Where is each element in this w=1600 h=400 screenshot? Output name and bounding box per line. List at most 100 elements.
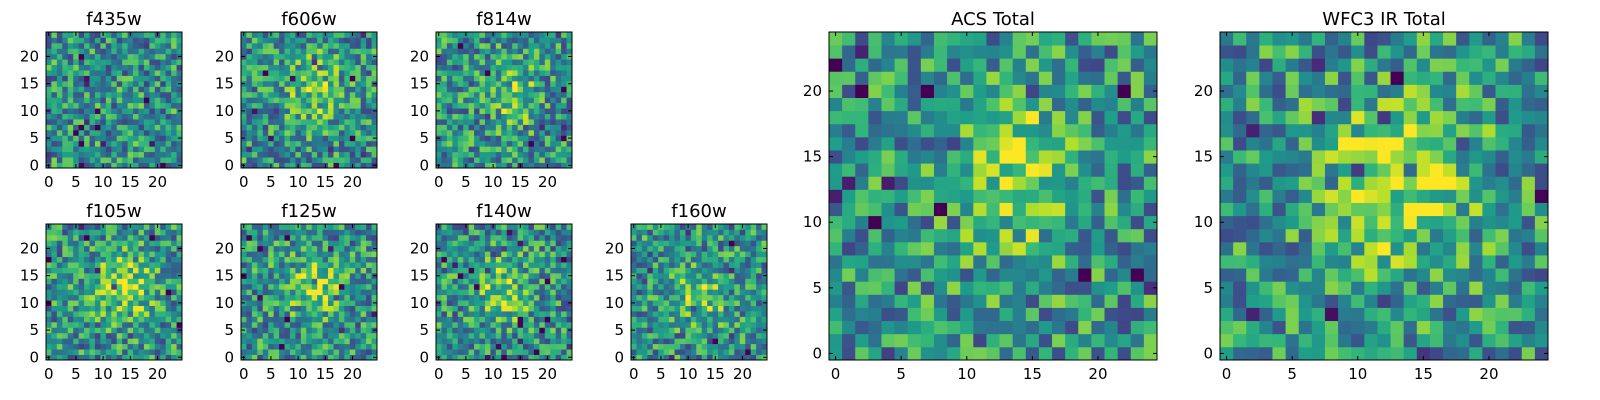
heatmap-cell (143, 80, 150, 87)
heatmap-cell (333, 229, 340, 236)
heatmap-cell (663, 272, 670, 279)
heatmap-cell (251, 267, 258, 274)
heatmap-cell (257, 272, 264, 279)
heatmap-cell (1130, 281, 1145, 295)
heatmap-cell (523, 113, 529, 120)
heatmap-cell (894, 215, 909, 230)
heatmap-cell (257, 119, 264, 125)
heatmap-cell (300, 86, 307, 93)
heatmap-cell (495, 70, 502, 76)
heatmap-cell (523, 140, 529, 147)
heatmap-cell (143, 102, 150, 109)
heatmap-cell (1091, 294, 1105, 308)
heatmap-cell (262, 151, 269, 158)
heatmap-cell (484, 332, 491, 339)
heatmap-cell (289, 343, 296, 350)
heatmap-cell (490, 86, 497, 93)
heatmap-cell (457, 124, 464, 131)
heatmap-cell (501, 37, 508, 44)
heatmap-cell (84, 151, 90, 158)
heatmap-cell (533, 113, 540, 120)
heatmap-cell (154, 240, 161, 247)
x-tick-label: 20 (343, 365, 362, 383)
heatmap-cell (62, 327, 69, 334)
heatmap-cell (78, 245, 85, 252)
heatmap-cell (300, 108, 307, 114)
heatmap-cell (160, 75, 167, 82)
heatmap-cell (257, 48, 264, 55)
heatmap-cell (550, 289, 557, 296)
heatmap-cell (73, 113, 80, 120)
heatmap-cell (67, 48, 74, 55)
heatmap-cell (441, 354, 448, 361)
heatmap-cell (528, 86, 535, 93)
heatmap-cell (295, 272, 302, 279)
heatmap-cell (512, 53, 518, 60)
heatmap-cell (94, 240, 101, 247)
heatmap-cell (636, 272, 643, 279)
heatmap-cell (707, 272, 713, 279)
heatmap-cell (506, 300, 513, 306)
heatmap-cell (165, 278, 172, 285)
heatmap-cell (344, 300, 351, 306)
heatmap-cell (56, 97, 63, 104)
heatmap-cell (474, 338, 480, 345)
heatmap-cell (696, 316, 703, 323)
heatmap-cell (89, 311, 96, 317)
heatmap-cell (685, 256, 692, 263)
heatmap-cell (1091, 163, 1105, 177)
heatmap-cell (257, 135, 264, 142)
heatmap-cell (273, 64, 280, 71)
heatmap-cell (241, 321, 247, 328)
heatmap-cell (51, 343, 58, 350)
heatmap-cell (317, 108, 323, 114)
heatmap-cell (750, 343, 757, 350)
heatmap-cell (723, 245, 730, 252)
heatmap-cell (674, 262, 681, 268)
heatmap-cell (306, 262, 313, 268)
heatmap-cell (171, 129, 177, 136)
heatmap-cell (111, 91, 118, 98)
heatmap-cell (641, 343, 648, 350)
heatmap-cell (257, 108, 264, 114)
heatmap-cell (154, 113, 161, 120)
heatmap-cell (154, 48, 161, 55)
heatmap-cell (468, 343, 475, 350)
heatmap-cell (46, 59, 52, 66)
heatmap-cell (62, 289, 69, 296)
heatmap-cell (495, 135, 502, 142)
heatmap-cell (289, 59, 296, 66)
heatmap-cell (262, 113, 269, 120)
heatmap-cell (479, 75, 486, 82)
heatmap-cell (171, 262, 177, 268)
heatmap-cell (366, 267, 372, 274)
heatmap-cell (322, 146, 329, 153)
heatmap-cell (133, 157, 139, 163)
heatmap-cell (947, 294, 961, 308)
heatmap-cell (561, 332, 567, 339)
heatmap-cell (484, 53, 491, 60)
heatmap-cell (311, 283, 318, 290)
heatmap-cell (105, 135, 112, 142)
heatmap-cell (495, 332, 502, 339)
heatmap-cell (257, 305, 264, 312)
heatmap-cell (116, 113, 123, 120)
heatmap-cell (555, 251, 562, 258)
heatmap-cell (1130, 333, 1145, 348)
heatmap-cell (679, 316, 686, 323)
heatmap-cell (441, 162, 448, 169)
heatmap-cell (133, 289, 139, 296)
heatmap-cell (652, 251, 659, 258)
heatmap-cell (1012, 241, 1027, 256)
heatmap-cell (506, 140, 513, 147)
heatmap-cell (986, 163, 1000, 177)
heatmap-cell (241, 251, 247, 258)
heatmap-cell (279, 234, 285, 241)
heatmap-cell (78, 327, 85, 334)
heatmap-cell (317, 80, 323, 87)
heatmap-cell (105, 229, 112, 236)
heatmap-cell (484, 135, 491, 142)
heatmap-cell (739, 283, 746, 290)
heatmap-cell (441, 140, 448, 147)
heatmap-cell (100, 283, 107, 290)
